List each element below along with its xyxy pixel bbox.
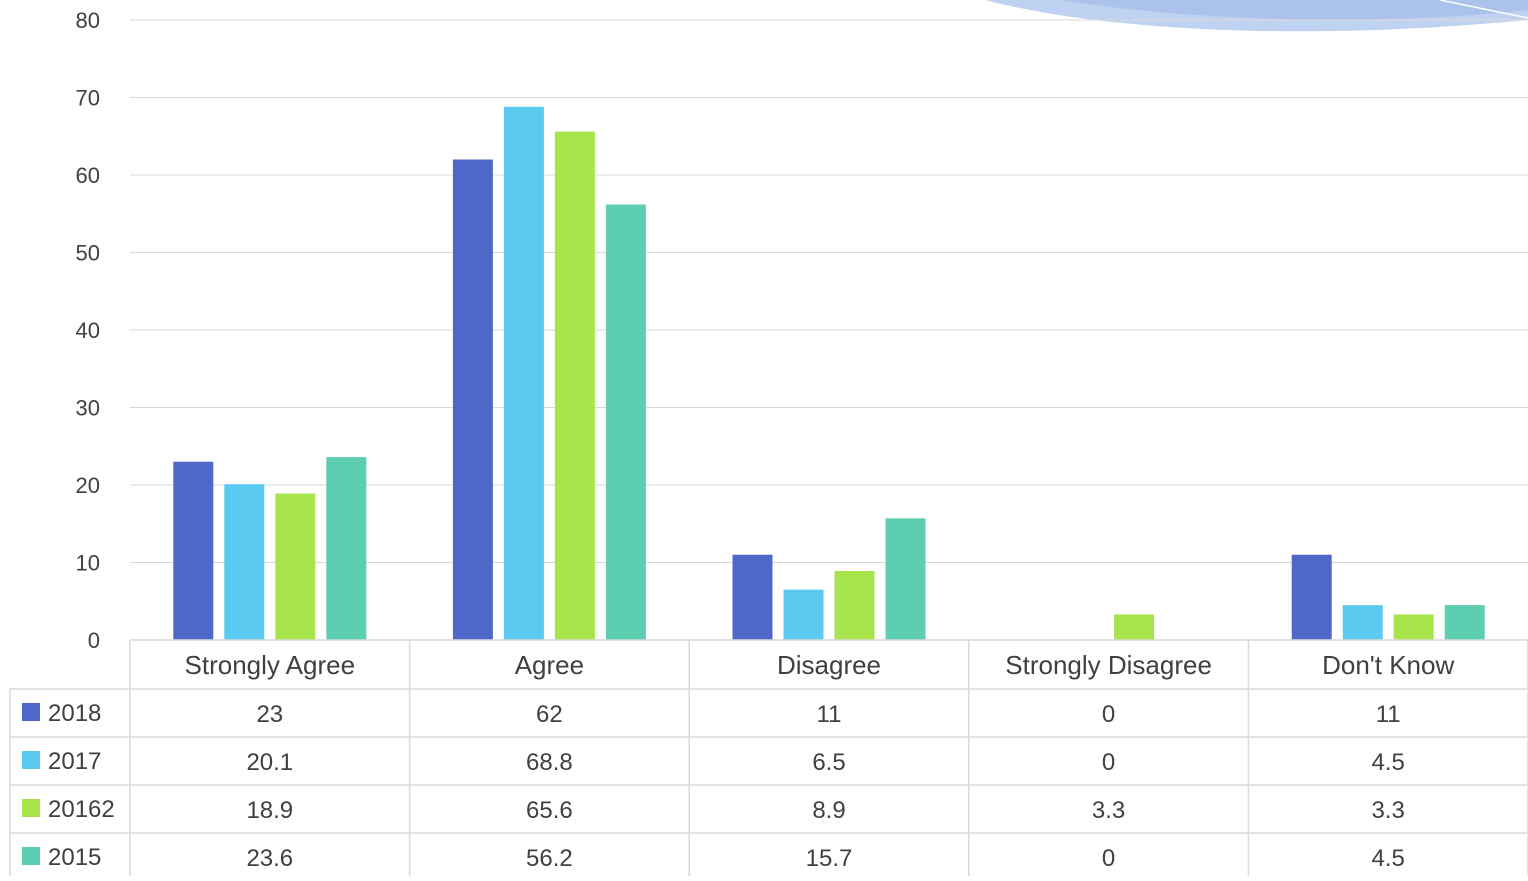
category-label: Agree — [515, 650, 584, 680]
table-cell-value: 0 — [1102, 845, 1115, 872]
y-tick-label: 70 — [76, 86, 100, 111]
y-tick-label: 0 — [88, 628, 100, 653]
table-cell-value: 8.9 — [812, 797, 845, 824]
table-cell-value: 18.9 — [246, 797, 293, 824]
legend-key-2017 — [22, 751, 40, 769]
legend-label: 2015 — [48, 844, 101, 871]
legend-label: 20162 — [48, 796, 115, 823]
table-cell-value: 20.1 — [246, 749, 293, 776]
bar-20162-0 — [275, 493, 316, 640]
table-cell-value: 0 — [1102, 749, 1115, 776]
legend-key-20162 — [22, 799, 40, 817]
bar-20162-4 — [1393, 614, 1434, 640]
table-cell-value: 15.7 — [806, 845, 853, 872]
y-tick-label: 10 — [76, 551, 100, 576]
bar-20162-3 — [1114, 614, 1155, 640]
bar-2015-2 — [885, 518, 926, 640]
table-cell-value: 68.8 — [526, 749, 573, 776]
table-cell-value: 23.6 — [246, 845, 293, 872]
table-cell-value: 4.5 — [1372, 845, 1405, 872]
table-cell-value: 4.5 — [1372, 749, 1405, 776]
table-cell-value: 62 — [536, 701, 563, 728]
table-cell-value: 11 — [817, 701, 842, 728]
y-tick-label: 30 — [76, 396, 100, 421]
bar-2017-2 — [783, 589, 824, 640]
bar-2018-2 — [732, 554, 773, 640]
table-cell-value: 56.2 — [526, 845, 573, 872]
bars — [173, 106, 1485, 641]
table-cell-value: 11 — [1376, 701, 1401, 728]
bar-2018-0 — [173, 461, 214, 640]
table-cell-value: 3.3 — [1092, 797, 1125, 824]
y-tick-label: 80 — [76, 8, 100, 33]
table-cell-value: 3.3 — [1372, 797, 1405, 824]
table-cell-value: 23 — [256, 701, 283, 728]
table-cell-value: 65.6 — [526, 797, 573, 824]
y-tick-label: 20 — [76, 473, 100, 498]
bar-20162-2 — [834, 571, 875, 640]
bar-20162-1 — [554, 131, 595, 640]
y-tick-label: 40 — [76, 318, 100, 343]
category-label: Strongly Disagree — [1005, 650, 1212, 680]
data-table: Strongly Agree Agree Disagree Strongly Disa… — [9, 639, 1528, 876]
category-label: Disagree — [777, 650, 881, 680]
legend-key-2018 — [22, 703, 40, 721]
table-cell-value: 0 — [1102, 701, 1115, 728]
bar-2018-4 — [1291, 554, 1332, 640]
y-tick-label: 60 — [76, 163, 100, 188]
legend-label: 2017 — [48, 748, 101, 775]
y-axis-ticks: 0 10 20 30 40 50 60 70 80 — [76, 8, 100, 653]
bar-2015-0 — [326, 457, 367, 640]
legend-label: 2018 — [48, 700, 101, 727]
bar-2018-1 — [452, 159, 493, 640]
bar-2017-0 — [224, 484, 265, 640]
category-label: Strongly Agree — [185, 650, 356, 680]
y-tick-label: 50 — [76, 241, 100, 266]
table-cell-value: 6.5 — [812, 749, 845, 776]
legend-key-2015 — [22, 847, 40, 865]
bar-2017-1 — [503, 106, 544, 641]
bar-2017-4 — [1342, 605, 1383, 640]
bar-2015-1 — [605, 204, 646, 640]
category-label: Don't Know — [1322, 650, 1454, 680]
bar-2015-4 — [1444, 605, 1485, 640]
